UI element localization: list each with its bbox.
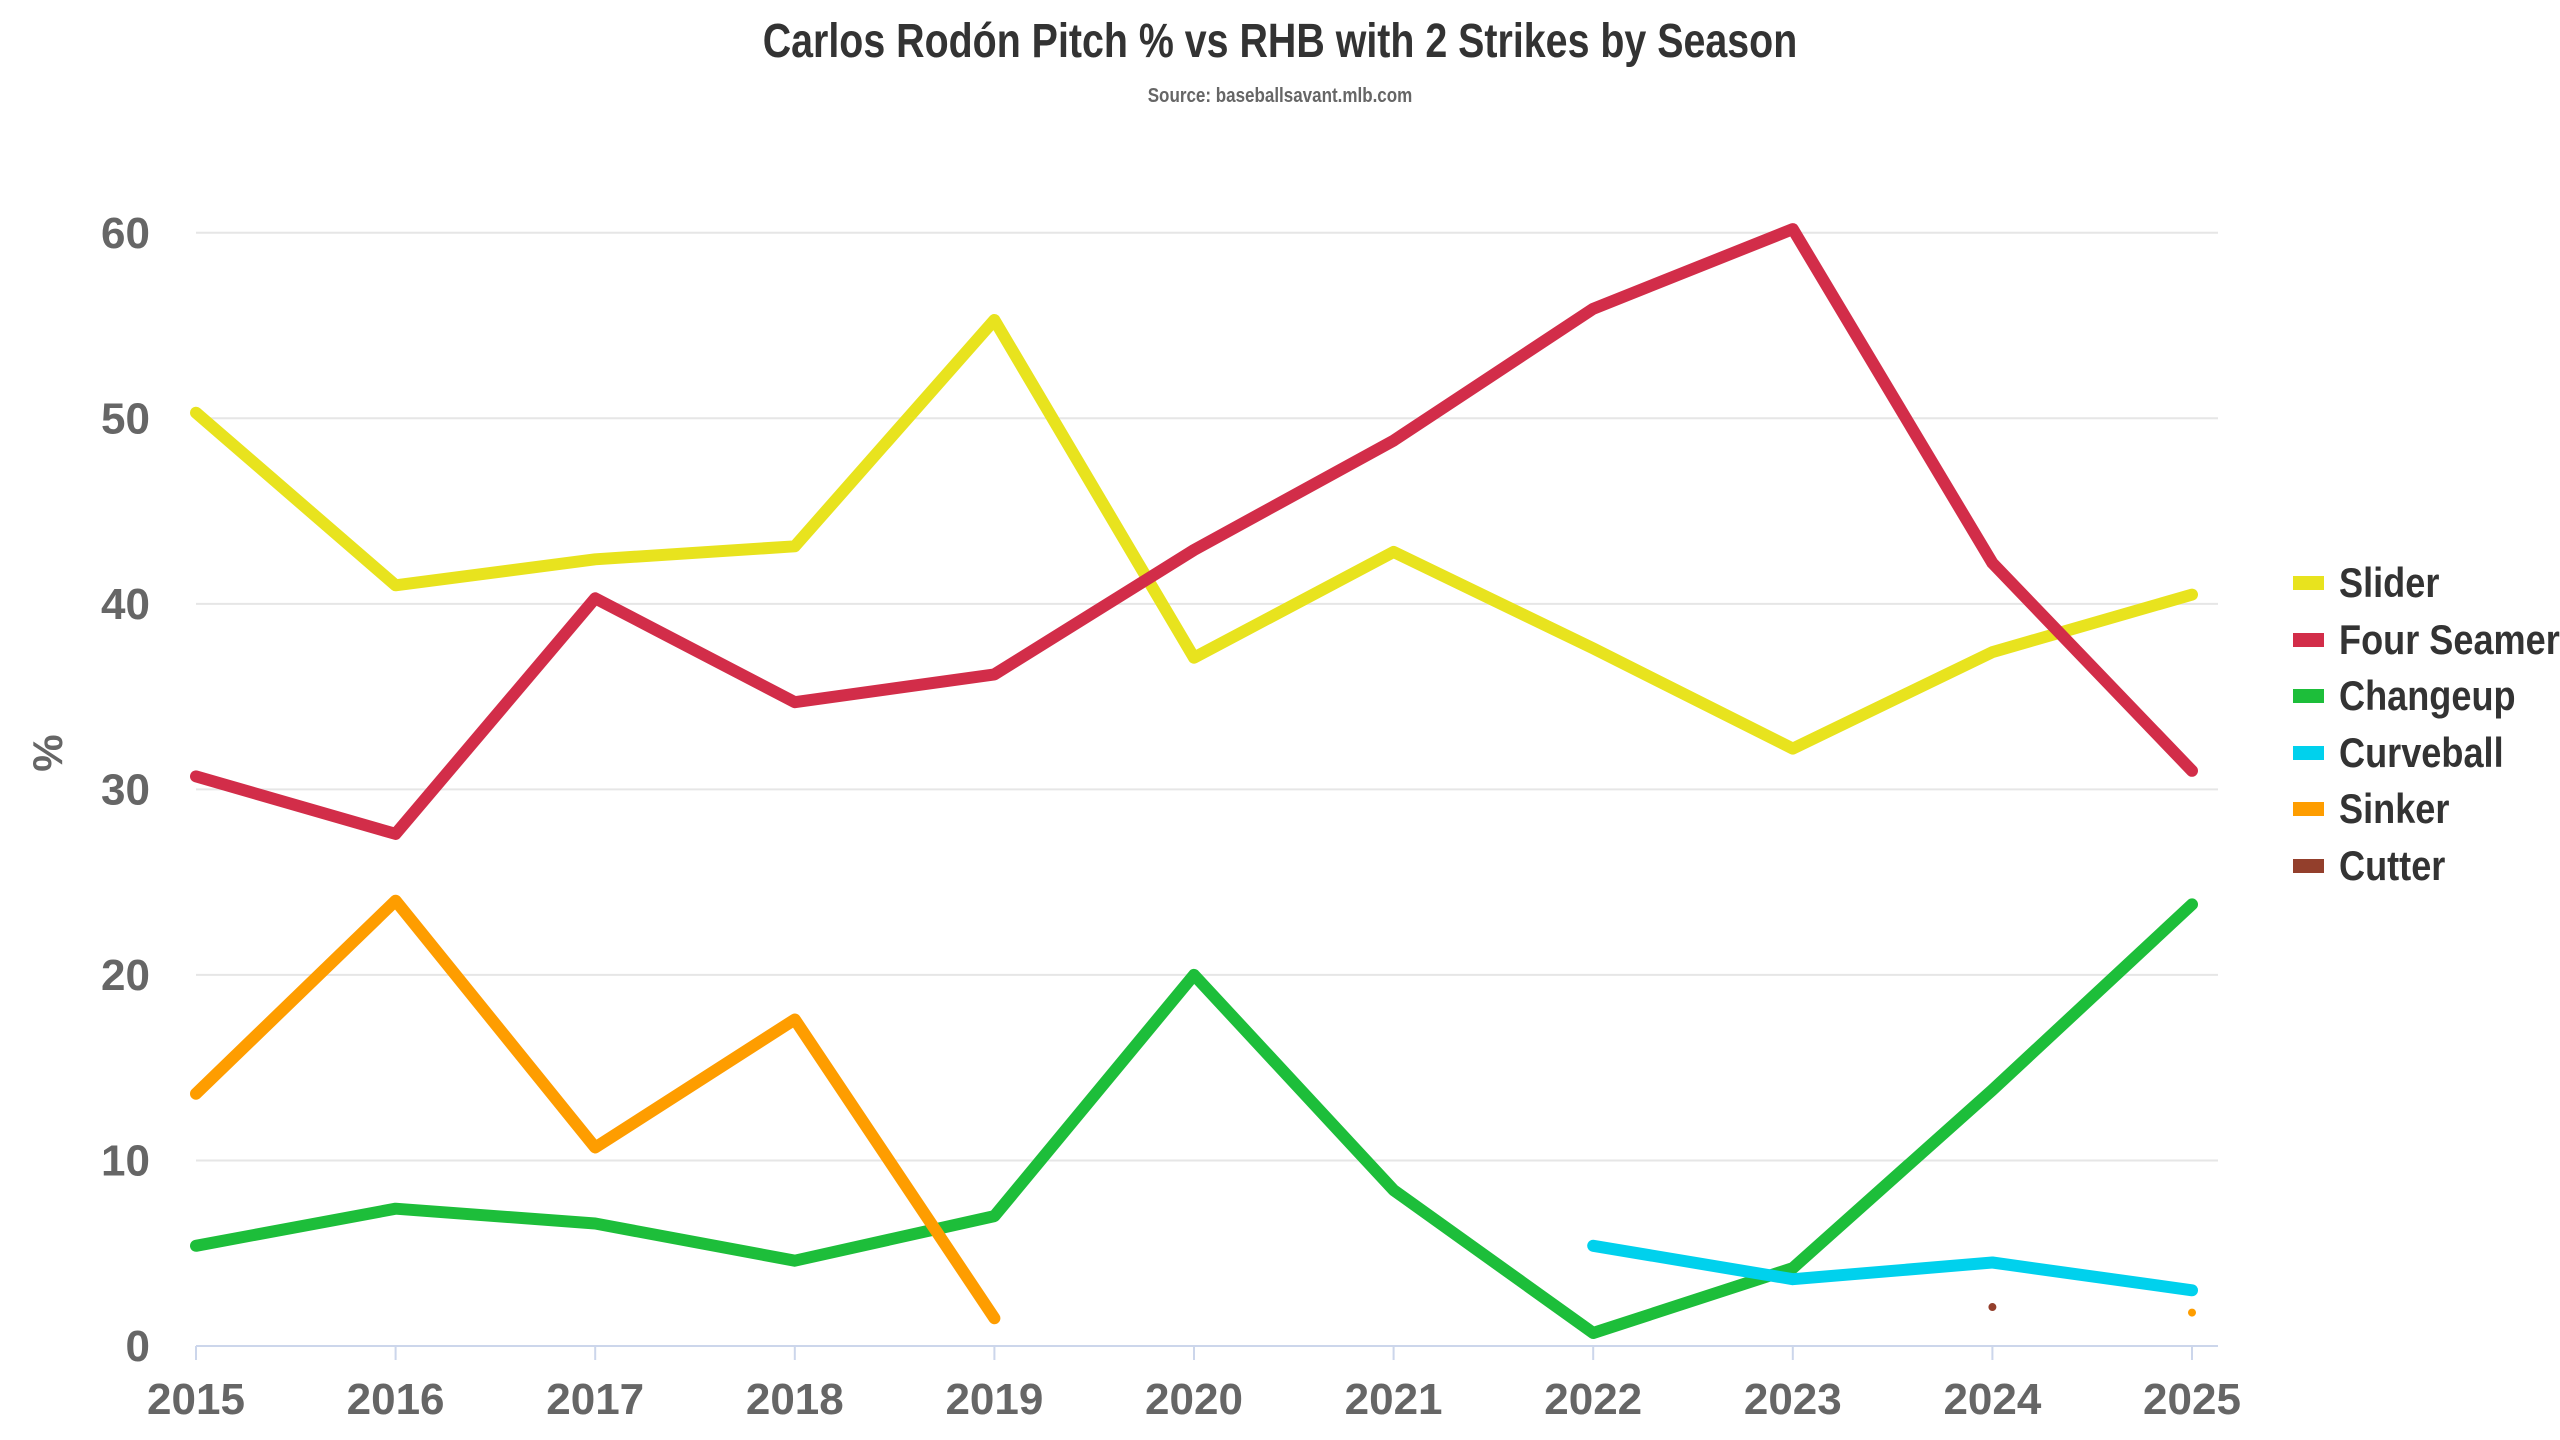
- x-tick-label: 2016: [347, 1375, 445, 1424]
- legend-swatch: [2293, 802, 2324, 817]
- series-line: [1587, 1239, 2198, 1297]
- series-line: [190, 223, 2198, 840]
- data-point: [2188, 1308, 2196, 1317]
- y-tick-label: 60: [101, 209, 150, 258]
- x-tick-label: 2022: [1544, 1375, 1642, 1424]
- y-tick-label: 50: [101, 394, 150, 443]
- x-tick-label: 2018: [746, 1375, 844, 1424]
- chart-title: Carlos Rodón Pitch % vs RHB with 2 Strik…: [762, 15, 1798, 68]
- legend-swatch: [2293, 858, 2324, 873]
- legend-label: Four Seamer: [2339, 615, 2560, 663]
- series-sinker: [190, 894, 2196, 1325]
- x-tick-label: 2021: [1345, 1375, 1443, 1424]
- y-tick-label: 0: [126, 1322, 150, 1371]
- x-tick-label: 2024: [1943, 1375, 2041, 1424]
- y-tick-labels: 0 10 20 30 40 50 60: [101, 209, 150, 1371]
- series-line: [190, 314, 2198, 755]
- legend-item[interactable]: Slider: [2293, 555, 2560, 612]
- y-tick-label: 10: [101, 1136, 150, 1185]
- legend-label: Slider: [2339, 559, 2440, 607]
- series-line: [190, 898, 2198, 1339]
- legend-item[interactable]: Changeup: [2293, 668, 2560, 725]
- legend-item[interactable]: Cutter: [2293, 838, 2560, 895]
- legend-label: Changeup: [2339, 672, 2516, 720]
- x-tick-label: 2023: [1744, 1375, 1842, 1424]
- x-tick-label: 2025: [2143, 1375, 2241, 1424]
- series-four-seamer: [190, 223, 2198, 840]
- legend-label: Cutter: [2339, 841, 2446, 889]
- series-cutter: [1988, 1303, 1997, 1312]
- legend: Slider Four Seamer Changeup Curveball Sinker…: [2293, 555, 2560, 894]
- y-tick-label: 40: [101, 580, 150, 629]
- series-lines: [190, 223, 2198, 1339]
- x-tick-labels: 2015 2016 2017 2018 2019 2020 2021 2022 2023 2024…: [147, 1375, 2241, 1424]
- axes: [195, 1345, 2218, 1360]
- x-tick-label: 2017: [546, 1375, 644, 1424]
- series-changeup: [190, 898, 2198, 1339]
- series-curveball: [1587, 1239, 2198, 1297]
- chart-subtitle: Source: baseballsavant.mlb.com: [1147, 85, 1413, 107]
- legend-item[interactable]: Curveball: [2293, 725, 2560, 782]
- legend-item[interactable]: Sinker: [2293, 781, 2560, 838]
- legend-swatch: [2293, 632, 2324, 647]
- series-line: [190, 894, 1001, 1325]
- legend-swatch: [2293, 689, 2324, 704]
- gridlines: [196, 231, 2218, 1162]
- y-tick-label: 20: [101, 951, 150, 1000]
- data-point: [1988, 1303, 1997, 1312]
- legend-label: Sinker: [2339, 785, 2450, 833]
- x-tick-label: 2015: [147, 1375, 245, 1424]
- legend-swatch: [2293, 745, 2324, 760]
- y-tick-label: 30: [101, 765, 150, 814]
- legend-swatch: [2293, 576, 2324, 591]
- y-axis-label: %: [24, 734, 71, 771]
- x-tick-label: 2019: [945, 1375, 1043, 1424]
- series-slider: [190, 314, 2198, 755]
- legend-label: Curveball: [2339, 728, 2504, 776]
- x-tick-label: 2020: [1145, 1375, 1243, 1424]
- legend-item[interactable]: Four Seamer: [2293, 612, 2560, 669]
